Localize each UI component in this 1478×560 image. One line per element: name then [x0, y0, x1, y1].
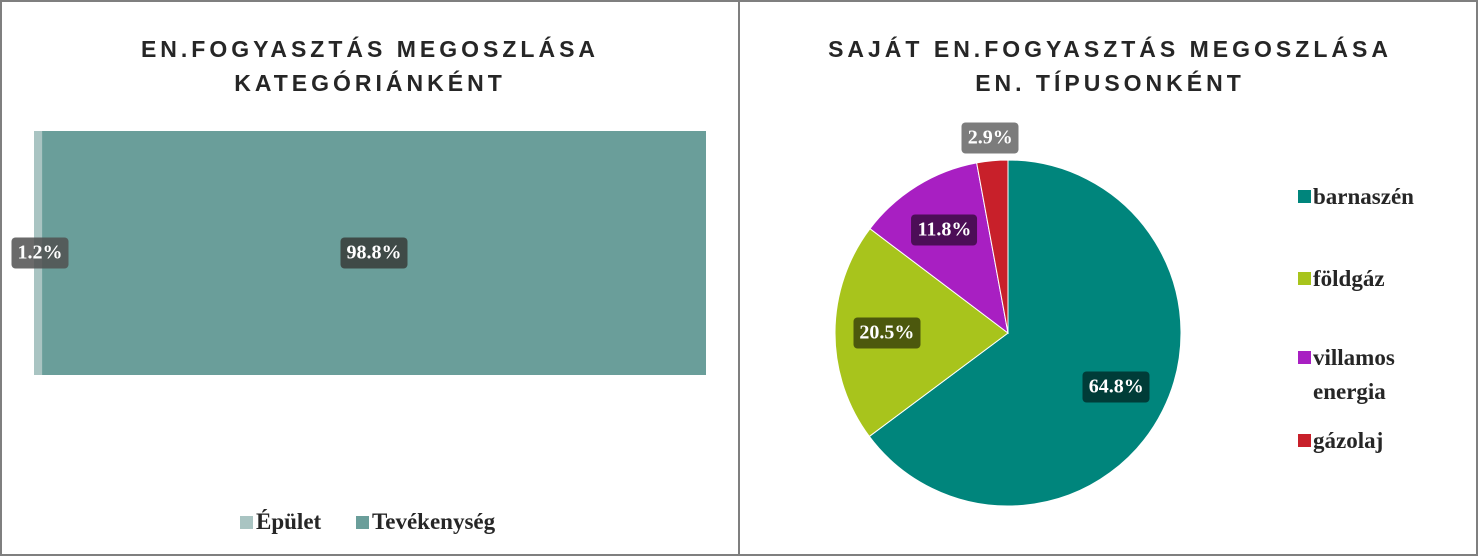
- legend-label: barnaszén: [1313, 184, 1414, 209]
- pie-slice: [976, 159, 1009, 334]
- legend-label: gázolaj: [1313, 428, 1384, 453]
- data-label: 2.9%: [961, 122, 1019, 154]
- legend-label: földgáz: [1313, 266, 1385, 291]
- legend-label: Épület: [256, 509, 322, 534]
- legend-swatch: [1298, 190, 1311, 203]
- right-panel: [738, 0, 1478, 556]
- pie-slice: [869, 162, 1009, 335]
- legend-swatch: [1298, 272, 1311, 285]
- data-label: 1.2%: [11, 237, 69, 269]
- data-label: 20.5%: [853, 317, 921, 349]
- chart-title: EN.FOGYASZTÁS MEGOSZLÁSA KATEGÓRIÁNKÉNT: [140, 36, 600, 96]
- legend-label: villamos energia: [1313, 345, 1395, 404]
- pie-slice: [834, 227, 1009, 438]
- data-label: 98.8%: [340, 237, 408, 269]
- legend-swatch: [356, 516, 369, 529]
- legend-swatch: [1298, 351, 1311, 364]
- legend-label: Tevékenység: [372, 509, 496, 534]
- data-label: 11.8%: [911, 214, 978, 246]
- chart-title: SAJÁT EN.FOGYASZTÁS MEGOSZLÁSA EN. TÍPUS…: [828, 36, 1392, 96]
- legend-swatch: [1298, 434, 1311, 447]
- data-label: 64.8%: [1082, 371, 1150, 403]
- pie-slice: [868, 159, 1182, 507]
- legend-swatch: [240, 516, 253, 529]
